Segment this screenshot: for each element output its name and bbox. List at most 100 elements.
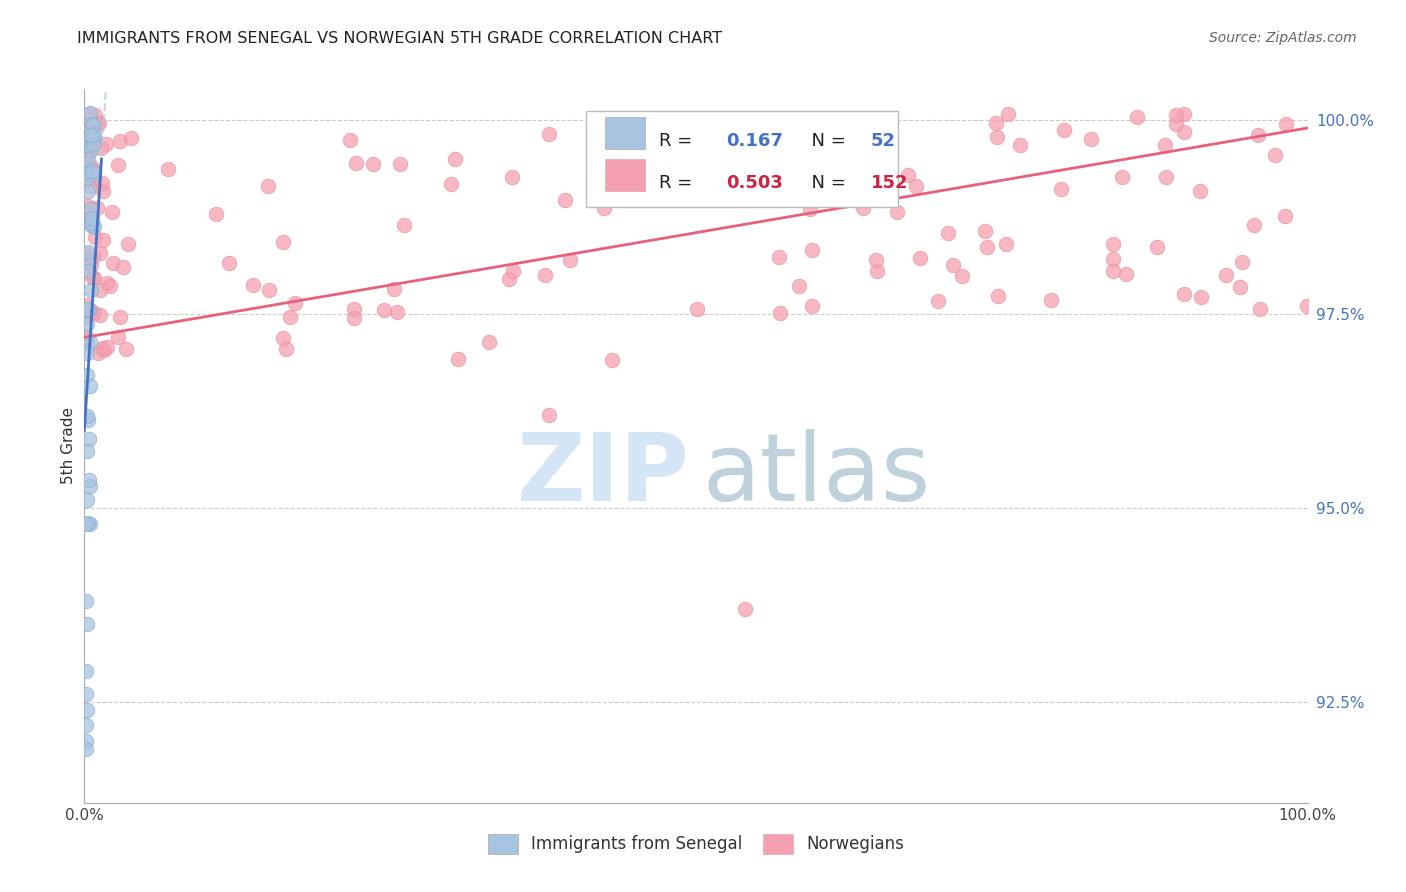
Point — [108, 310, 131, 324]
Point — [800, 244, 823, 258]
Point — [77, 516, 100, 531]
Point — [77, 153, 100, 167]
Point — [76, 170, 98, 185]
Point — [77, 413, 100, 427]
Point — [478, 334, 501, 349]
Point — [600, 352, 623, 367]
Point — [1189, 289, 1212, 303]
Point — [89, 246, 111, 260]
Point — [75, 733, 97, 747]
Point — [1050, 182, 1073, 196]
Point — [950, 269, 973, 284]
Point — [204, 207, 226, 221]
Point — [83, 163, 105, 178]
Point — [444, 153, 467, 167]
Point — [75, 298, 97, 312]
Point — [94, 137, 117, 152]
Point — [498, 272, 520, 286]
Point — [447, 351, 470, 366]
Point — [1126, 111, 1149, 125]
Point — [79, 179, 101, 194]
Text: R =: R = — [659, 132, 699, 150]
Point — [87, 116, 110, 130]
Point — [79, 334, 101, 349]
Point — [76, 122, 98, 136]
Point — [79, 106, 101, 120]
Point — [343, 302, 366, 317]
Point — [80, 211, 103, 225]
Point — [502, 264, 524, 278]
Point — [76, 136, 98, 151]
Point — [242, 277, 264, 292]
Text: N =: N = — [800, 132, 852, 150]
Point — [986, 129, 1008, 144]
Point — [1146, 240, 1168, 254]
Point — [75, 741, 97, 756]
Point — [392, 218, 415, 232]
Point — [80, 128, 103, 142]
Point — [75, 664, 97, 678]
Point — [1111, 169, 1133, 184]
Point — [76, 409, 98, 423]
Point — [76, 346, 98, 360]
Point — [1153, 138, 1175, 153]
Point — [79, 478, 101, 492]
Point — [77, 244, 100, 259]
Point — [1010, 137, 1032, 152]
Point — [538, 408, 561, 422]
Text: Source: ZipAtlas.com: Source: ZipAtlas.com — [1209, 31, 1357, 45]
Text: ZIP: ZIP — [517, 428, 690, 521]
Point — [343, 311, 366, 326]
Point — [533, 268, 555, 283]
Point — [278, 310, 301, 324]
Point — [1173, 124, 1195, 138]
Point — [79, 378, 101, 392]
Point — [339, 133, 361, 147]
Point — [75, 334, 97, 348]
Point — [1040, 293, 1063, 308]
FancyBboxPatch shape — [606, 160, 644, 191]
Point — [96, 340, 118, 354]
Point — [84, 134, 107, 148]
Text: N =: N = — [800, 174, 852, 192]
Point — [83, 129, 105, 144]
Point — [89, 309, 111, 323]
Point — [80, 117, 103, 131]
Point — [344, 155, 367, 169]
Point — [93, 343, 115, 358]
Point — [79, 517, 101, 532]
Text: atlas: atlas — [702, 428, 931, 521]
Point — [1154, 169, 1177, 184]
Point — [79, 140, 101, 154]
Point — [76, 617, 98, 632]
FancyBboxPatch shape — [606, 118, 644, 149]
Point — [90, 341, 112, 355]
Text: 0.167: 0.167 — [727, 132, 783, 150]
Point — [1173, 107, 1195, 121]
Point — [76, 703, 98, 717]
Text: IMMIGRANTS FROM SENEGAL VS NORWEGIAN 5TH GRADE CORRELATION CHART: IMMIGRANTS FROM SENEGAL VS NORWEGIAN 5TH… — [77, 31, 723, 46]
Point — [976, 240, 998, 254]
Point — [77, 199, 100, 213]
Point — [80, 202, 103, 216]
Point — [734, 602, 756, 616]
Point — [77, 255, 100, 269]
Point — [852, 201, 875, 215]
Point — [76, 493, 98, 508]
Point — [1274, 209, 1296, 223]
Point — [107, 159, 129, 173]
Point — [986, 288, 1008, 302]
Point — [80, 306, 103, 320]
Point — [80, 163, 103, 178]
Point — [897, 168, 920, 182]
Point — [592, 202, 614, 216]
Point — [936, 226, 959, 240]
Point — [80, 283, 103, 297]
Point — [75, 164, 97, 178]
Point — [75, 155, 97, 169]
Point — [271, 331, 294, 345]
Point — [75, 329, 97, 343]
Point — [257, 283, 280, 297]
Point — [101, 256, 124, 270]
Point — [83, 127, 105, 141]
